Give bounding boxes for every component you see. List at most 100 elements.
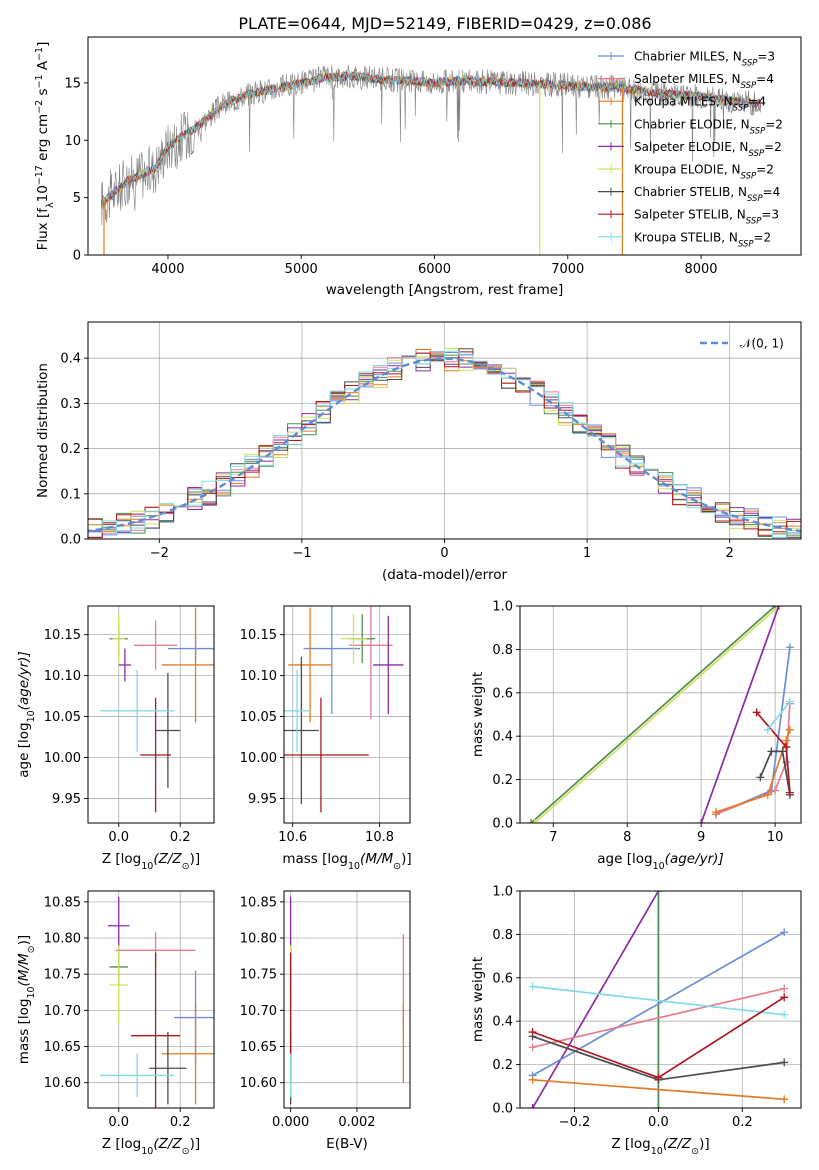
x-tick-label: 0.2 (170, 830, 191, 845)
y-tick-label: 0.2 (492, 1058, 513, 1073)
label-part: ⊙ (393, 861, 401, 872)
weight-point-marker (697, 819, 706, 823)
y-tick-label: 1.0 (492, 885, 513, 900)
label-part: ⊙ (26, 945, 37, 953)
residual-histogram-panel: −2 −1 0 1 2 0.0 0.1 0.2 0.3 0.4 (data-model)/error… (35, 321, 802, 583)
weight-point-marker (780, 1058, 789, 1067)
y-tick-label: 10.10 (240, 669, 277, 684)
legend-label-sub: SSP (738, 239, 754, 249)
axes-frame (283, 890, 411, 1109)
weight-point-marker (528, 1043, 537, 1052)
weight-point-marker (785, 697, 794, 706)
y-tick-label: 0.0 (492, 817, 513, 832)
x-tick-label: 8000 (684, 262, 717, 277)
y-tick-label: 0 (73, 249, 81, 264)
legend-label: Chabrier ELODIE, NSSP=2 (634, 117, 783, 136)
plot-area (527, 606, 794, 823)
y-tick-label: 0.2 (60, 442, 81, 457)
y-tick-label: 0.4 (60, 352, 81, 367)
observed-spectrum-line (101, 64, 762, 226)
y-tick-label: 0.0 (492, 1102, 513, 1117)
weight-point-marker (780, 993, 789, 1002)
legend-label-tail: =2 (756, 163, 774, 177)
label-part: ⊙ (182, 1146, 190, 1157)
y-tick-label: 10.15 (44, 628, 81, 643)
label-part: mass [log (282, 851, 348, 867)
y-axis-label: mass [log10(M/M⊙)] (16, 935, 37, 1064)
label-part: λ (45, 202, 56, 208)
weight-point-marker (756, 773, 765, 782)
legend-label-tail: =2 (765, 117, 783, 131)
weight-point-marker (528, 982, 537, 991)
label-part: (Z/Z (153, 1136, 182, 1152)
legend-label-tail: =4 (763, 185, 781, 199)
label-part: −1 (34, 74, 45, 88)
legend-label-text: Chabrier STELIB, N (634, 185, 747, 199)
y-tick-label: 9.95 (52, 792, 81, 807)
weight-point-marker (780, 984, 789, 993)
y-tick-label: 0.4 (492, 730, 513, 745)
figure-title: PLATE=0644, MJD=52149, FIBERID=0429, z=0… (238, 14, 651, 33)
y-tick-label: 10.85 (44, 895, 81, 910)
y-tick-label: 10.15 (240, 628, 277, 643)
legend-label-tail: =2 (754, 230, 772, 244)
y-tick-label: 0.2 (492, 773, 513, 788)
weight-point-marker (774, 606, 783, 610)
y-axis-label: age [log10(age/yr)] (16, 651, 37, 777)
x-tick-label: 2 (726, 546, 734, 561)
y-tick-label: 10.75 (44, 968, 81, 983)
label-part: 10 (141, 861, 153, 872)
weight-point-marker (528, 1104, 537, 1108)
legend-label-text: Salpeter MILES, N (634, 72, 741, 86)
weight-series-line (759, 750, 791, 795)
weight-point-marker (780, 1095, 789, 1104)
weight-point-marker (654, 1104, 663, 1108)
x-tick-label: 0.0 (108, 1115, 129, 1130)
x-axis-label: Z [log10(Z/Z⊙)] (102, 1136, 200, 1157)
label-part: ⊙ (182, 861, 190, 872)
legend-label-sub: SSP (742, 59, 758, 69)
y-tick-label: 10.60 (44, 1076, 81, 1091)
x-tick-label: 0 (440, 546, 448, 561)
model-spectrum-line (100, 71, 761, 206)
x-tick-label: −1 (292, 546, 311, 561)
x-tick-label: 4000 (151, 262, 184, 277)
y-tick-label: 10.75 (240, 968, 277, 983)
weight-series-line (700, 606, 780, 823)
x-axis-label: wavelength [Angstrom, rest frame] (326, 282, 564, 298)
label-part: Flux [f (35, 207, 51, 251)
legend-label: Chabrier STELIB, NSSP=4 (634, 185, 780, 204)
y-axis-label: mass weight (470, 957, 486, 1042)
x-tick-label: 9 (697, 830, 705, 845)
label-part: s (35, 88, 51, 99)
legend-label-text: Chabrier MILES, N (634, 50, 742, 64)
x-tick-label: −2 (150, 546, 169, 561)
weight-point-marker (654, 1073, 663, 1082)
weight-point-marker (530, 819, 539, 823)
x-axis-label: E(B-V) (326, 1136, 368, 1152)
legend-label-text: Salpeter STELIB, N (634, 208, 746, 222)
weight-point-marker (780, 1010, 789, 1019)
weight-series-line (715, 729, 791, 813)
y-tick-label: 0.1 (60, 487, 81, 502)
mass-vs-ebv-panel: 0.000 0.002 10.60 10.65 10.70 10.75 10.80 10.85… (240, 890, 411, 1152)
legend-label: 𝒩(0, 1) (740, 337, 784, 351)
legend-label-sub: SSP (747, 194, 763, 204)
plot-area (88, 348, 801, 539)
legend-label-tail: =4 (756, 72, 774, 86)
legend-label-sub: SSP (741, 81, 757, 91)
legend-label-tail: =3 (761, 208, 779, 222)
y-tick-label: 10.80 (240, 932, 277, 947)
label-part: −17 (34, 165, 45, 185)
x-tick-label: 10 (767, 830, 784, 845)
y-tick-label: 9.95 (248, 792, 277, 807)
label-part: mass [log (16, 999, 32, 1065)
y-tick-label: 10 (64, 134, 81, 149)
model-spectrum-line (100, 72, 761, 205)
x-tick-label: 6000 (418, 262, 451, 277)
axes-frame (283, 605, 411, 824)
legend-label-sub: SSP (746, 217, 762, 227)
label-part: 10 (35, 185, 51, 202)
plot-area (100, 607, 214, 813)
